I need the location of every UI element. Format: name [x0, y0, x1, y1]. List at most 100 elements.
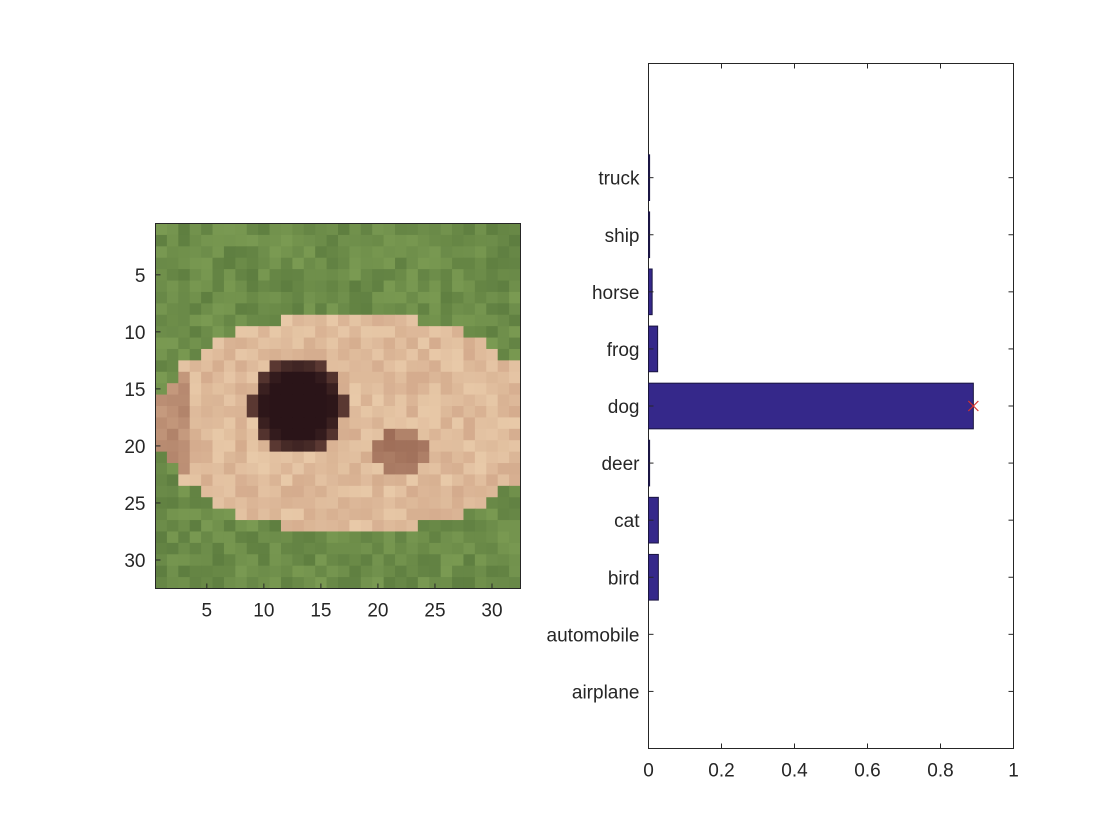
image-pixel [372, 577, 385, 589]
image-pixel [269, 326, 282, 339]
image-pixel [338, 291, 350, 304]
image-pixel [338, 520, 350, 532]
image-pixel [155, 565, 168, 578]
image-pixel [349, 520, 362, 532]
image-pixel [189, 223, 202, 236]
image-pixel [155, 314, 168, 327]
bar-chart-axes: 0 0.2 0.4 0.6 0.8 1 airplane automobile bird cat… [547, 63, 1019, 782]
image-pixel [326, 337, 339, 350]
image-pixel [315, 428, 328, 441]
image-pixel [406, 246, 419, 259]
image-pixel [452, 440, 464, 453]
image-pixel [201, 417, 214, 430]
image-pixel [280, 314, 293, 327]
image-pixel [440, 531, 453, 544]
image-pixel [178, 428, 191, 441]
image-pixel [178, 371, 191, 384]
image-pixel [440, 337, 453, 350]
image-pixel [497, 463, 510, 475]
image-pixel [463, 394, 476, 407]
image-pixel [474, 554, 487, 567]
image-pixel [212, 531, 225, 544]
image-pixel [360, 531, 373, 544]
image-pixel [269, 383, 282, 396]
image-pixel [189, 554, 202, 567]
image-pixel [269, 451, 282, 464]
image-pixel [258, 360, 271, 373]
image-pixel [326, 531, 339, 544]
image-pixel [486, 428, 499, 441]
image-pixel [189, 428, 202, 441]
image-pixel [155, 417, 168, 430]
image-pixel [258, 440, 271, 453]
image-pixel [349, 269, 362, 282]
image-pixel [338, 428, 350, 441]
image-pixel [280, 234, 293, 247]
image-pixel [201, 565, 214, 578]
image-pixel [303, 303, 316, 316]
image-pixel [509, 269, 521, 282]
image-pixel [417, 394, 430, 407]
image-pixel [372, 463, 385, 475]
image-pixel [395, 554, 407, 567]
bar-x-tick-label: 0.2 [708, 761, 734, 782]
image-pixel [486, 485, 499, 498]
image-y-tick-label: 5 [135, 266, 146, 287]
image-pixel [395, 280, 407, 293]
image-pixel [452, 314, 464, 327]
image-pixel [269, 246, 282, 259]
image-pixel [383, 554, 396, 567]
image-pixel [303, 223, 316, 236]
image-pixel [292, 463, 305, 475]
image-pixel [497, 371, 510, 384]
image-pixel [429, 406, 442, 418]
image-pixel [338, 269, 350, 282]
image-pixel [338, 440, 350, 453]
image-pixel [383, 474, 396, 487]
image-pixel [303, 383, 316, 396]
image-pixel [372, 542, 385, 555]
image-pixel [338, 508, 350, 521]
image-pixel [178, 348, 191, 361]
image-pixel [474, 291, 487, 304]
image-pixel [189, 531, 202, 544]
image-pixel [155, 520, 168, 532]
image-pixel [292, 474, 305, 487]
image-pixel [212, 394, 225, 407]
image-pixel [166, 554, 179, 567]
image-pixel [417, 474, 430, 487]
image-pixel [486, 291, 499, 304]
image-pixel [189, 269, 202, 282]
image-pixel [303, 234, 316, 247]
image-pixel [349, 531, 362, 544]
image-pixel [417, 257, 430, 270]
image-pixel [497, 394, 510, 407]
image-pixel [360, 565, 373, 578]
image-pixel [440, 520, 453, 532]
image-pixel [258, 520, 271, 532]
image-pixel [326, 303, 339, 316]
image-pixel [189, 417, 202, 430]
image-pixel [452, 303, 464, 316]
image-pixel [383, 485, 396, 498]
image-pixel [486, 269, 499, 282]
image-pixel [280, 451, 293, 464]
image-pixel [497, 406, 510, 418]
image-pixel [372, 451, 385, 464]
image-pixel [326, 565, 339, 578]
image-pixel [452, 508, 464, 521]
image-pixel [315, 474, 328, 487]
image-pixel [429, 485, 442, 498]
image-pixel [372, 348, 385, 361]
category-label-dog: dog [608, 397, 640, 418]
image-pixel [280, 371, 293, 384]
image-pixel [440, 497, 453, 510]
image-pixel [429, 440, 442, 453]
image-pixel [292, 485, 305, 498]
image-pixel [189, 565, 202, 578]
image-pixel [429, 474, 442, 487]
image-pixel [280, 326, 293, 339]
bar-x-tick-label: 0.6 [854, 761, 880, 782]
image-pixel [509, 531, 521, 544]
image-pixel [223, 417, 236, 430]
